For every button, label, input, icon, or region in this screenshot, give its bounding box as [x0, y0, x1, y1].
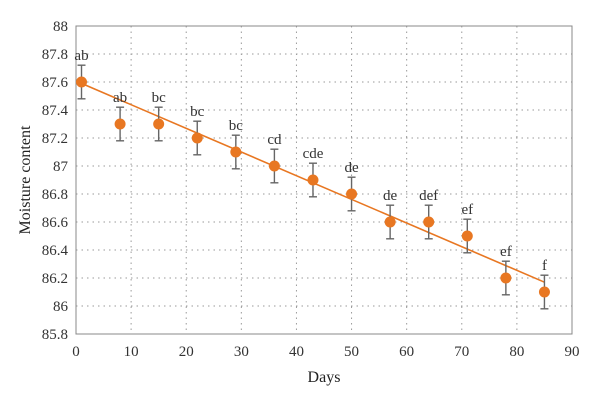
x-tick-label: 10 [124, 344, 139, 360]
data-point [153, 118, 165, 130]
error-bars [77, 64, 549, 310]
x-tick-label: 50 [344, 344, 359, 360]
data-point [114, 118, 126, 130]
y-tick-label: 86.2 [42, 271, 68, 287]
point-labels: ab ab bc bc bc cd cde de de def ef ef f [74, 48, 547, 274]
y-tick-label: 87.6 [42, 75, 69, 91]
point-label: bc [229, 118, 244, 134]
data-point [538, 286, 550, 298]
y-tick-label: 86.8 [42, 187, 68, 203]
point-label: f [542, 258, 547, 274]
y-tick-label: 86 [53, 299, 69, 315]
data-point [461, 230, 473, 242]
x-tick-label: 70 [454, 344, 469, 360]
point-label: ab [113, 90, 127, 106]
y-tick-label: 87.8 [42, 47, 68, 63]
y-axis-title: Moisture content [17, 125, 34, 234]
plot-area-frame [75, 25, 573, 335]
y-tick-label: 85.8 [42, 327, 68, 343]
point-label: ef [500, 244, 512, 260]
x-axis-title: Days [308, 369, 341, 386]
y-tick-label: 86.6 [42, 215, 69, 231]
x-tick-label: 90 [565, 344, 580, 360]
data-point [307, 174, 319, 186]
x-tick-label: 60 [399, 344, 414, 360]
data-point [346, 188, 358, 200]
point-label: bc [152, 90, 167, 106]
point-label: ef [461, 202, 473, 218]
point-label: ab [74, 48, 88, 64]
y-tick-label: 86.4 [42, 243, 69, 259]
y-tick-label: 87.2 [42, 131, 68, 147]
data-points [76, 76, 550, 298]
point-label: def [419, 188, 438, 204]
data-point [191, 132, 203, 144]
data-point [268, 160, 280, 172]
point-label: cd [267, 132, 282, 148]
tick-labels: 0 10 20 30 40 50 60 70 80 90 85.8 86 86.2 86.4 86.6 86.… [42, 19, 580, 360]
data-point [230, 146, 242, 158]
x-tick-label: 80 [509, 344, 524, 360]
x-tick-label: 20 [179, 344, 194, 360]
x-tick-label: 30 [234, 344, 249, 360]
point-label: de [344, 160, 359, 176]
point-label: bc [190, 104, 205, 120]
y-tick-label: 87.4 [42, 103, 69, 119]
data-point [423, 216, 435, 228]
data-point [500, 272, 512, 284]
data-point [76, 76, 88, 88]
y-tick-label: 87 [53, 159, 69, 175]
point-label: de [383, 188, 398, 204]
y-tick-label: 88 [53, 19, 68, 35]
data-point [384, 216, 396, 228]
point-label: cde [303, 146, 324, 162]
x-tick-label: 0 [72, 344, 80, 360]
x-tick-label: 40 [289, 344, 304, 360]
grid-layer [76, 26, 572, 334]
